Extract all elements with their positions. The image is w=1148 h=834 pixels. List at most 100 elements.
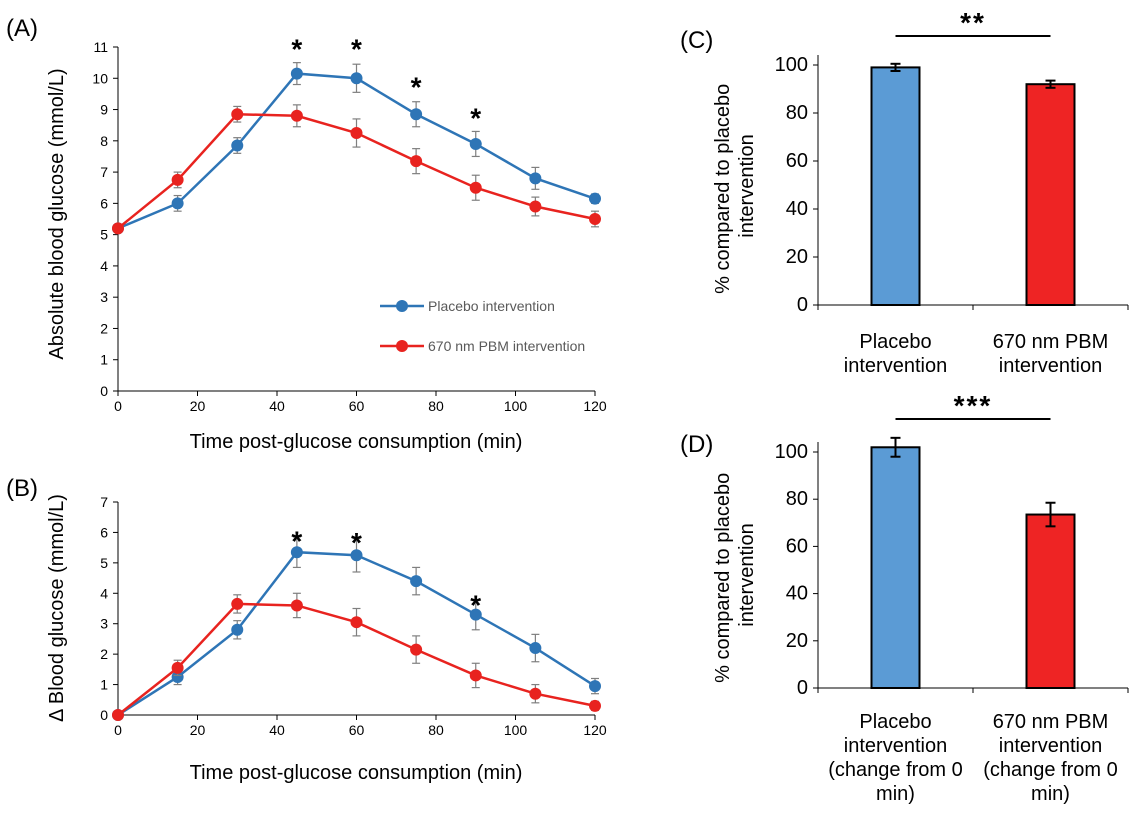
- panel-b-y-tick-label: 2: [100, 646, 108, 662]
- panel-a-series-pbm-point: [350, 127, 363, 139]
- panel-a-series-placebo-point: [589, 192, 601, 205]
- panel-d-bar-pbm: [1025, 513, 1076, 689]
- panel-a-series-pbm-point: [231, 108, 244, 121]
- panel-a-series-placebo-point: [171, 197, 184, 210]
- panel-a-series-pbm-point: [410, 155, 423, 168]
- panel-c-y-axis-title-line-1: % compared to placebo: [712, 84, 734, 294]
- panel-d-bar-placebo: [870, 446, 921, 689]
- panel-a-series-placebo-point: [350, 72, 363, 85]
- panel-c-bar-placebo: [870, 66, 921, 307]
- panel-d-y-axis-title-line-1: % compared to placebo: [712, 473, 734, 683]
- panel-b-series-pbm-point: [410, 643, 423, 656]
- panel-b-series-placebo-point: [469, 608, 482, 621]
- panel-b-y-tick-label: 4: [100, 585, 108, 601]
- panel-b-x-tick-label: 120: [583, 722, 607, 738]
- panel-c-category-label-line: intervention: [999, 355, 1102, 377]
- panel-a-legend-marker: [396, 300, 408, 312]
- panel-b-y-tick-label: 0: [100, 707, 108, 723]
- panel-a-series-placebo-point: [231, 139, 244, 152]
- panel-d-y-tick-label: 80: [786, 488, 808, 510]
- panel-b-series-pbm-point: [112, 709, 124, 721]
- panel-b-significance-marker: *: [351, 527, 362, 558]
- panel-c-label: (C): [680, 27, 713, 54]
- panel-d-label: (D): [680, 431, 713, 458]
- panel-a-x-axis-title: Time post-glucose consumption (min): [190, 431, 523, 453]
- panel-b-series-pbm-point: [171, 661, 184, 674]
- panel-b-y-tick-label: 6: [100, 524, 108, 540]
- panel-a-y-tick-label: 4: [100, 258, 108, 274]
- panel-a-series-pbm-point: [171, 173, 184, 186]
- panel-a-x-tick-label: 20: [190, 398, 206, 414]
- panel-b-y-tick-label: 7: [100, 494, 108, 510]
- panel-d-category-label-line: intervention: [999, 735, 1102, 757]
- panel-a-legend-label: 670 nm PBM intervention: [428, 338, 585, 354]
- panel-b-y-axis-title: Δ Blood glucose (mmol/L): [46, 494, 68, 722]
- panel-c-significance-marker: **: [960, 7, 986, 38]
- panel-b-y-tick-label: 3: [100, 616, 108, 632]
- panel-b-label: (B): [6, 475, 38, 502]
- panel-a-series-pbm-point: [589, 213, 601, 225]
- panel-c-bar-chart: (C) % compared to placebo intervention 0…: [680, 7, 1129, 377]
- panel-a-y-tick-label: 10: [92, 70, 108, 86]
- panel-a-x-tick-label: 60: [349, 398, 365, 414]
- panel-a-series-placebo-point: [469, 137, 482, 150]
- panel-a-series-pbm-point: [112, 222, 124, 235]
- panel-a-y-tick-label: 6: [100, 195, 108, 211]
- panel-b-y-tick-label: 5: [100, 555, 108, 571]
- panel-d-category-label-line: intervention: [844, 735, 947, 757]
- panel-d-category-label-line: min): [1031, 783, 1070, 805]
- panel-b-series-placebo-point: [290, 546, 303, 559]
- panel-b-series-placebo-point: [350, 549, 363, 562]
- panel-a-y-tick-label: 5: [100, 227, 108, 243]
- panel-d-y-tick-label: 40: [786, 583, 808, 605]
- panel-a-series-pbm-point: [529, 200, 542, 213]
- panel-b-x-tick-label: 60: [349, 722, 365, 738]
- panel-a-x-tick-label: 120: [583, 398, 607, 414]
- panel-d-category-label-line: min): [876, 783, 915, 805]
- panel-d-category-label-line: 670 nm PBM: [993, 711, 1109, 733]
- panel-d-category-label-line: (change from 0: [828, 759, 963, 781]
- panel-b-x-tick-label: 40: [269, 722, 285, 738]
- panel-a-y-axis-title: Absolute blood glucose (mmol/L): [46, 68, 68, 359]
- panel-a-series-placebo-point: [410, 108, 423, 121]
- panel-a-significance-marker: *: [411, 71, 422, 102]
- panel-d-y-axis-title-line-2: intervention: [736, 523, 758, 626]
- panel-b-series-pbm-point: [529, 687, 542, 700]
- panel-a-line-chart: (A) Time post-glucose consumption (min) …: [6, 15, 607, 453]
- panel-d-y-tick-label: 0: [797, 677, 808, 699]
- panel-c-category-label-line: 670 nm PBM: [993, 331, 1109, 353]
- panel-b-significance-marker: *: [291, 525, 302, 556]
- panel-a-y-tick-label: 8: [100, 133, 108, 149]
- panel-b-x-tick-label: 100: [504, 722, 528, 738]
- panel-d-y-axis-title: % compared to placebo intervention: [712, 467, 758, 683]
- panel-a-y-tick-label: 3: [100, 289, 108, 305]
- panel-c-category-label: Placebo intervention: [844, 331, 947, 377]
- panel-a-significance-marker: *: [470, 103, 481, 134]
- panel-c-y-tick-label: 60: [786, 150, 808, 172]
- panel-c-y-tick-label: 80: [786, 102, 808, 124]
- panel-b-series-pbm-point: [469, 669, 482, 682]
- panel-b-series-pbm-point: [589, 699, 601, 712]
- panel-c-y-tick-label: 100: [775, 54, 808, 76]
- panel-b-series-placebo-point: [589, 680, 601, 693]
- panel-a-series-placebo-point: [290, 67, 303, 80]
- panel-a-series-pbm-point: [290, 109, 303, 122]
- panel-a-y-tick-label: 7: [100, 164, 108, 180]
- panel-d-category-label-line: (change from 0: [983, 759, 1118, 781]
- panel-c-y-axis-title: % compared to placebo intervention: [712, 78, 758, 294]
- panel-b-series-pbm-point: [231, 597, 244, 610]
- panel-a-y-tick-label: 9: [100, 102, 108, 118]
- panel-a-y-tick-label: 1: [100, 352, 108, 368]
- panel-a-x-tick-label: 80: [428, 398, 444, 414]
- panel-c-category-label: 670 nm PBM intervention: [993, 331, 1109, 377]
- panel-b-y-tick-label: 1: [100, 677, 108, 693]
- panel-c-bar-pbm: [1025, 83, 1076, 306]
- panel-b-series-placebo-point: [410, 575, 423, 588]
- panel-b-x-tick-label: 0: [114, 722, 122, 738]
- panel-a-series-placebo-line: [117, 72, 596, 230]
- panel-a-x-tick-label: 40: [269, 398, 285, 414]
- panel-c-category-label-line: Placebo: [859, 331, 931, 353]
- panel-d-y-tick-label: 20: [786, 630, 808, 652]
